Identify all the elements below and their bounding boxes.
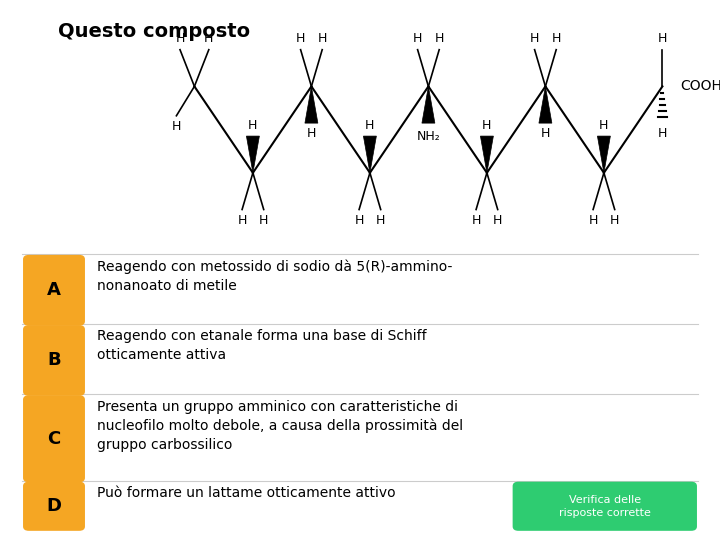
Polygon shape [364,136,377,173]
Text: H: H [175,32,185,45]
FancyBboxPatch shape [23,482,85,531]
Text: H: H [365,119,374,132]
Text: H: H [376,214,385,227]
Text: H: H [354,214,364,227]
Text: H: H [657,127,667,140]
Text: H: H [259,214,269,227]
Text: H: H [413,32,423,45]
Text: H: H [204,32,214,45]
Text: A: A [47,281,61,299]
FancyBboxPatch shape [23,255,85,326]
FancyBboxPatch shape [513,482,697,531]
Text: H: H [493,214,503,227]
Text: H: H [530,32,539,45]
Polygon shape [480,136,493,173]
Text: H: H [541,127,550,140]
Text: Può formare un lattame otticamente attivo: Può formare un lattame otticamente attiv… [97,486,396,500]
Text: COOH: COOH [680,79,720,93]
Text: Reagendo con etanale forma una base di Schiff
otticamente attiva: Reagendo con etanale forma una base di S… [97,329,427,362]
Text: D: D [47,497,61,515]
Polygon shape [598,136,611,173]
Text: H: H [552,32,561,45]
Text: H: H [307,127,316,140]
Text: NH₂: NH₂ [417,130,440,143]
Polygon shape [422,86,435,123]
Text: H: H [318,32,327,45]
Text: H: H [238,214,247,227]
Text: Verifica delle
risposte corrette: Verifica delle risposte corrette [559,495,651,518]
FancyBboxPatch shape [23,325,85,396]
Text: Reagendo con metossido di sodio dà 5(R)-ammino-
nonanoato di metile: Reagendo con metossido di sodio dà 5(R)-… [97,259,453,293]
Text: B: B [48,352,60,369]
Text: H: H [171,120,181,133]
Text: H: H [588,214,598,227]
Text: C: C [48,430,60,448]
FancyBboxPatch shape [23,395,85,482]
Text: Presenta un gruppo amminico con caratteristiche di
nucleofilo molto debole, a ca: Presenta un gruppo amminico con caratter… [97,400,464,452]
Text: H: H [434,32,444,45]
Text: Questo composto: Questo composto [58,22,250,40]
Text: H: H [248,119,258,132]
Polygon shape [305,86,318,123]
Text: H: H [482,119,492,132]
Polygon shape [246,136,259,173]
Polygon shape [539,86,552,123]
Text: H: H [472,214,481,227]
Text: H: H [610,214,619,227]
Text: H: H [296,32,305,45]
Text: H: H [599,119,608,132]
Text: H: H [657,32,667,45]
